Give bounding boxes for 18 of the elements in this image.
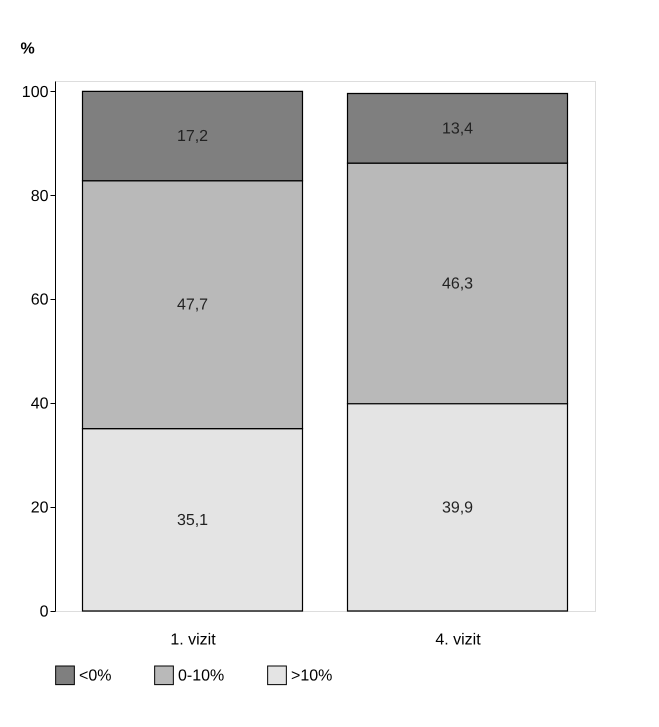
data-label: 39,9: [442, 499, 474, 516]
y-tick-label: 0: [40, 604, 49, 620]
legend-label: 0-10%: [178, 667, 224, 684]
y-tick-label: 60: [30, 292, 49, 309]
data-label: 35,1: [176, 512, 208, 529]
legend-label: <0%: [79, 667, 112, 684]
data-label: 17,2: [176, 128, 208, 146]
data-label: 13,4: [442, 120, 474, 138]
legend-label: >10%: [291, 667, 332, 684]
y-tick-label: 80: [30, 188, 49, 205]
data-label: 47,7: [176, 296, 208, 314]
y-axis-title: %: [20, 40, 35, 58]
x-tick-label: 4. vizit: [435, 632, 482, 648]
x-tick-label: 1. vizit: [170, 632, 216, 648]
y-tick-label: 40: [30, 396, 49, 413]
y-tick-label: 20: [30, 500, 49, 517]
y-tick-label: 100: [22, 84, 49, 101]
data-label: 46,3: [442, 275, 474, 292]
